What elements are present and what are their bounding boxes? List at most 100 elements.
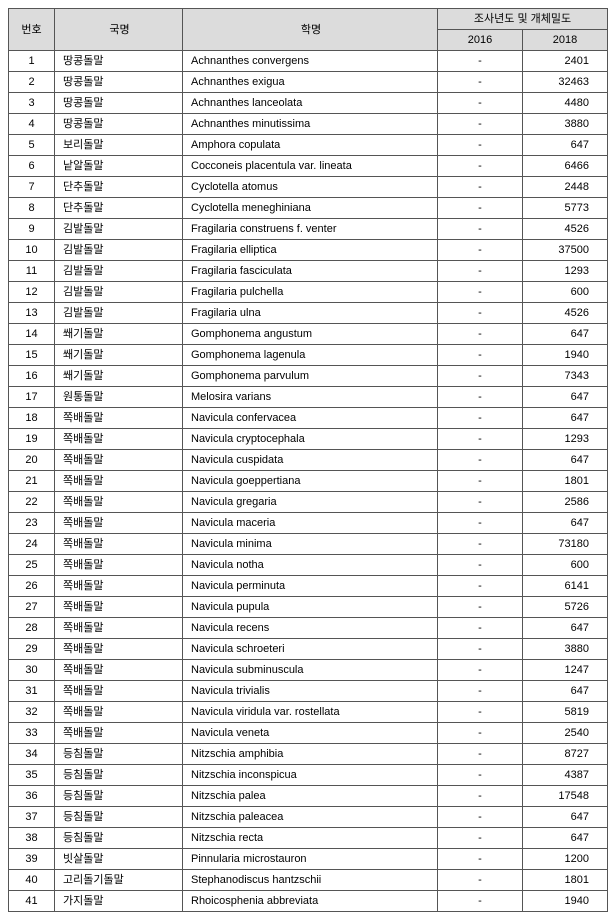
header-korean-name: 국명: [55, 9, 183, 51]
cell-no: 39: [9, 849, 55, 870]
cell-year-2016: -: [438, 555, 523, 576]
cell-year-2018: 1247: [523, 660, 608, 681]
table-row: 32쪽배돌말Navicula viridula var. rostellata-…: [9, 702, 608, 723]
cell-year-2018: 6141: [523, 576, 608, 597]
cell-korean-name: 단추돌말: [55, 198, 183, 219]
cell-no: 37: [9, 807, 55, 828]
cell-korean-name: 쪽배돌말: [55, 660, 183, 681]
cell-korean-name: 등침돌말: [55, 786, 183, 807]
cell-korean-name: 땅콩돌말: [55, 72, 183, 93]
table-row: 26쪽배돌말Navicula perminuta-6141: [9, 576, 608, 597]
cell-scientific-name: Nitzschia amphibia: [183, 744, 438, 765]
table-row: 39빗살돌말Pinnularia microstauron-1200: [9, 849, 608, 870]
cell-no: 14: [9, 324, 55, 345]
cell-year-2018: 5819: [523, 702, 608, 723]
cell-no: 10: [9, 240, 55, 261]
cell-year-2018: 1940: [523, 345, 608, 366]
cell-no: 35: [9, 765, 55, 786]
cell-scientific-name: Navicula confervacea: [183, 408, 438, 429]
cell-year-2018: 647: [523, 618, 608, 639]
cell-year-2018: 2401: [523, 51, 608, 72]
cell-no: 9: [9, 219, 55, 240]
cell-korean-name: 고리돌기돌말: [55, 870, 183, 891]
table-row: 17원통돌말Melosira varians-647: [9, 387, 608, 408]
cell-no: 5: [9, 135, 55, 156]
cell-scientific-name: Navicula trivialis: [183, 681, 438, 702]
cell-year-2016: -: [438, 345, 523, 366]
cell-year-2016: -: [438, 303, 523, 324]
cell-no: 22: [9, 492, 55, 513]
cell-year-2018: 3880: [523, 639, 608, 660]
cell-scientific-name: Fragilaria elliptica: [183, 240, 438, 261]
table-row: 18쪽배돌말Navicula confervacea-647: [9, 408, 608, 429]
table-body: 1땅콩돌말Achnanthes convergens-24012땅콩돌말Achn…: [9, 51, 608, 912]
cell-no: 34: [9, 744, 55, 765]
cell-no: 40: [9, 870, 55, 891]
cell-year-2016: -: [438, 93, 523, 114]
cell-no: 26: [9, 576, 55, 597]
cell-year-2016: -: [438, 534, 523, 555]
cell-scientific-name: Navicula cryptocephala: [183, 429, 438, 450]
table-row: 8단추돌말Cyclotella meneghiniana-5773: [9, 198, 608, 219]
cell-korean-name: 쪽배돌말: [55, 429, 183, 450]
cell-korean-name: 등침돌말: [55, 744, 183, 765]
cell-year-2016: -: [438, 744, 523, 765]
cell-no: 8: [9, 198, 55, 219]
cell-korean-name: 쪽배돌말: [55, 555, 183, 576]
cell-scientific-name: Navicula gregaria: [183, 492, 438, 513]
cell-year-2018: 647: [523, 828, 608, 849]
cell-korean-name: 김발돌말: [55, 261, 183, 282]
cell-korean-name: 김발돌말: [55, 219, 183, 240]
cell-year-2016: -: [438, 219, 523, 240]
cell-year-2016: -: [438, 240, 523, 261]
cell-korean-name: 낱알돌말: [55, 156, 183, 177]
header-year-2018: 2018: [523, 30, 608, 51]
cell-no: 15: [9, 345, 55, 366]
cell-year-2018: 2586: [523, 492, 608, 513]
cell-no: 33: [9, 723, 55, 744]
cell-korean-name: 쐐기돌말: [55, 324, 183, 345]
cell-scientific-name: Navicula schroeteri: [183, 639, 438, 660]
cell-year-2018: 600: [523, 282, 608, 303]
table-row: 11김발돌말Fragilaria fasciculata-1293: [9, 261, 608, 282]
cell-year-2016: -: [438, 765, 523, 786]
table-row: 5보리돌말Amphora copulata-647: [9, 135, 608, 156]
table-row: 30쪽배돌말Navicula subminuscula-1247: [9, 660, 608, 681]
cell-korean-name: 가지돌말: [55, 891, 183, 912]
cell-scientific-name: Navicula maceria: [183, 513, 438, 534]
cell-korean-name: 등침돌말: [55, 828, 183, 849]
cell-year-2018: 1940: [523, 891, 608, 912]
cell-korean-name: 김발돌말: [55, 282, 183, 303]
cell-korean-name: 원통돌말: [55, 387, 183, 408]
table-row: 2땅콩돌말Achnanthes exigua-32463: [9, 72, 608, 93]
cell-no: 13: [9, 303, 55, 324]
cell-year-2018: 73180: [523, 534, 608, 555]
cell-korean-name: 쪽배돌말: [55, 408, 183, 429]
cell-no: 20: [9, 450, 55, 471]
cell-scientific-name: Gomphonema parvulum: [183, 366, 438, 387]
cell-korean-name: 쐐기돌말: [55, 345, 183, 366]
cell-year-2016: -: [438, 156, 523, 177]
cell-korean-name: 쪽배돌말: [55, 492, 183, 513]
table-row: 41가지돌말Rhoicosphenia abbreviata-1940: [9, 891, 608, 912]
table-row: 23쪽배돌말Navicula maceria-647: [9, 513, 608, 534]
cell-scientific-name: Nitzschia palea: [183, 786, 438, 807]
cell-scientific-name: Navicula goeppertiana: [183, 471, 438, 492]
table-row: 6낱알돌말Cocconeis placentula var. lineata-6…: [9, 156, 608, 177]
cell-year-2016: -: [438, 177, 523, 198]
cell-korean-name: 등침돌말: [55, 807, 183, 828]
table-row: 10김발돌말Fragilaria elliptica-37500: [9, 240, 608, 261]
table-row: 9김발돌말Fragilaria construens f. venter-452…: [9, 219, 608, 240]
cell-korean-name: 쪽배돌말: [55, 450, 183, 471]
cell-year-2018: 1200: [523, 849, 608, 870]
cell-scientific-name: Achnanthes convergens: [183, 51, 438, 72]
table-row: 12김발돌말Fragilaria pulchella-600: [9, 282, 608, 303]
cell-year-2016: -: [438, 366, 523, 387]
cell-korean-name: 김발돌말: [55, 303, 183, 324]
header-survey-group: 조사년도 및 개체밀도: [438, 9, 608, 30]
cell-korean-name: 쪽배돌말: [55, 534, 183, 555]
cell-korean-name: 쪽배돌말: [55, 681, 183, 702]
header-year-2016: 2016: [438, 30, 523, 51]
cell-scientific-name: Fragilaria construens f. venter: [183, 219, 438, 240]
cell-korean-name: 쪽배돌말: [55, 471, 183, 492]
